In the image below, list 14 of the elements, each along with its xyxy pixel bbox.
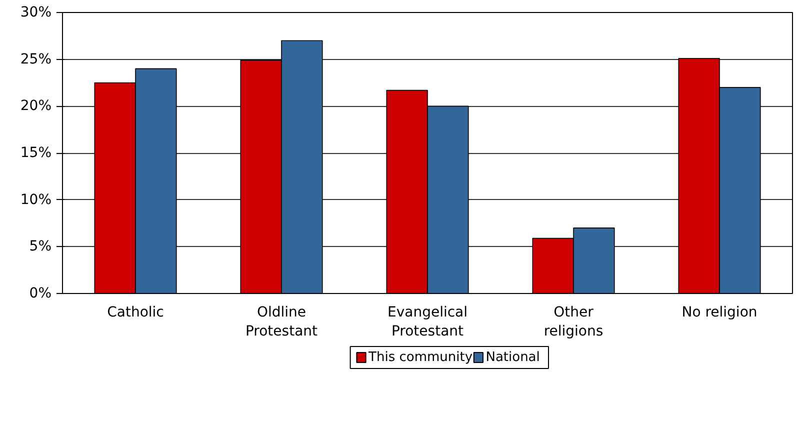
y-tick-label: 20% bbox=[20, 98, 52, 114]
x-tick-label: Catholic bbox=[107, 304, 164, 320]
y-tick-label: 15% bbox=[20, 145, 52, 161]
x-tick-label: Oldline Protestant bbox=[245, 304, 318, 340]
y-tick-label: 5% bbox=[29, 238, 52, 255]
y-tick-label: 25% bbox=[20, 51, 52, 68]
x-tick-label: Evangelical Protestant bbox=[387, 304, 468, 340]
x-tick-label: No religion bbox=[682, 304, 758, 320]
legend-label: National bbox=[486, 350, 540, 365]
y-tick-label: 30% bbox=[20, 4, 52, 20]
y-tick-label: 10% bbox=[20, 192, 52, 208]
y-tick-label: 0% bbox=[29, 286, 52, 302]
x-tick-label: Other religions bbox=[544, 304, 604, 340]
legend-label: This community bbox=[368, 350, 473, 365]
